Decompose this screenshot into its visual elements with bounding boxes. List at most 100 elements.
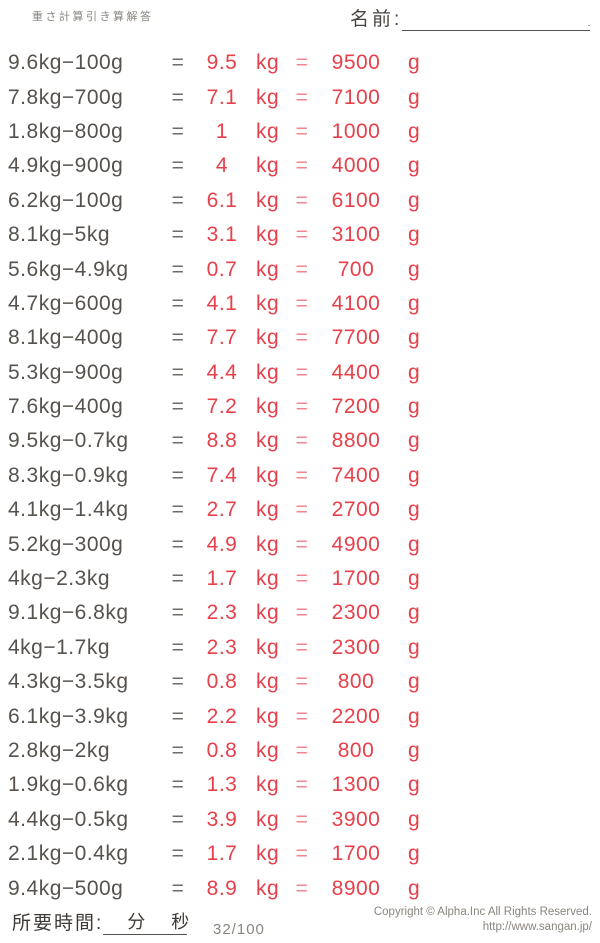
answer-kg-value: 2.7 xyxy=(206,498,238,522)
equals-sign-red: = xyxy=(295,360,309,384)
equals-sign-red: = xyxy=(295,463,309,487)
answer-g-value: 4000 xyxy=(331,154,381,178)
answer-kg-value: 7.1 xyxy=(206,85,238,109)
problem-row: 7.8kg−700g = 7.1 kg = 7100 g xyxy=(0,80,600,114)
equals-sign: = xyxy=(171,842,185,866)
kg-unit-label: kg xyxy=(256,51,280,75)
answer-kg-value: 9.5 xyxy=(206,51,238,75)
equals-sign-red: = xyxy=(295,395,309,419)
answer-g-value: 7400 xyxy=(331,463,381,487)
problem-expression: 2.1kg−0.4kg xyxy=(8,842,129,866)
problem-row: 4kg−1.7kg = 2.3 kg = 2300 g xyxy=(0,631,600,665)
answer-g-value: 7100 xyxy=(331,85,381,109)
problem-row: 4.1kg−1.4kg = 2.7 kg = 2700 g xyxy=(0,493,600,527)
g-unit-label: g xyxy=(408,807,421,831)
answer-g-value: 1700 xyxy=(331,567,381,591)
answer-g-value: 7200 xyxy=(331,395,381,419)
g-unit-label: g xyxy=(408,635,421,659)
equals-sign: = xyxy=(171,257,185,281)
g-unit-label: g xyxy=(408,498,421,522)
problem-row: 4.9kg−900g = 4 kg = 4000 g xyxy=(0,149,600,183)
problem-row: 8.1kg−5kg = 3.1 kg = 3100 g xyxy=(0,218,600,252)
answer-g-value: 4900 xyxy=(331,532,381,556)
problem-expression: 6.2kg−100g xyxy=(8,188,124,212)
kg-unit-label: kg xyxy=(256,876,280,900)
answer-kg-value: 4.4 xyxy=(206,360,238,384)
equals-sign: = xyxy=(171,670,185,694)
answer-g-value: 6100 xyxy=(331,188,381,212)
minutes-label: 分 xyxy=(127,912,146,932)
kg-unit-label: kg xyxy=(256,670,280,694)
answer-kg-value: 0.8 xyxy=(206,739,238,762)
time-required-area: 所要時間: 分 秒 xyxy=(12,908,190,935)
equals-sign: = xyxy=(171,360,185,384)
g-unit-label: g xyxy=(408,739,421,762)
answer-kg-value: 2.2 xyxy=(206,704,238,728)
equals-sign: = xyxy=(171,532,185,556)
g-unit-label: g xyxy=(408,85,421,109)
answer-g-value: 3900 xyxy=(331,807,381,831)
problem-row: 4kg−2.3kg = 1.7 kg = 1700 g xyxy=(0,562,600,596)
problem-row: 2.8kg−2kg = 0.8 kg = 800 g xyxy=(0,734,600,768)
problem-row: 8.1kg−400g = 7.7 kg = 7700 g xyxy=(0,321,600,355)
answer-g-value: 4100 xyxy=(331,291,381,315)
problem-expression: 6.1kg−3.9kg xyxy=(8,704,129,728)
kg-unit-label: kg xyxy=(256,739,280,762)
answer-g-value: 800 xyxy=(337,670,375,694)
problem-row: 9.5kg−0.7kg = 8.8 kg = 8800 g xyxy=(0,424,600,458)
equals-sign-red: = xyxy=(295,773,309,797)
time-fill-in-line: 分 秒 xyxy=(103,910,190,935)
answer-g-value: 1700 xyxy=(331,842,381,866)
kg-unit-label: kg xyxy=(256,567,280,591)
g-unit-label: g xyxy=(408,704,421,728)
kg-unit-label: kg xyxy=(256,498,280,522)
problem-expression: 4.1kg−1.4kg xyxy=(8,498,129,522)
seconds-label: 秒 xyxy=(171,912,190,932)
answer-kg-value: 4.9 xyxy=(206,532,238,556)
answer-kg-value: 7.4 xyxy=(206,463,238,487)
kg-unit-label: kg xyxy=(256,532,280,556)
copyright-url: http://www.sangan.jp/ xyxy=(482,921,592,933)
problem-row: 1.8kg−800g = 1 kg = 1000 g xyxy=(0,115,600,149)
equals-sign: = xyxy=(171,463,185,487)
equals-sign: = xyxy=(171,807,185,831)
answer-kg-value: 3.9 xyxy=(206,807,238,831)
answer-kg-value: 8.8 xyxy=(206,429,238,453)
kg-unit-label: kg xyxy=(256,326,280,350)
g-unit-label: g xyxy=(408,188,421,212)
g-unit-label: g xyxy=(408,773,421,797)
problem-row: 9.6kg−100g = 9.5 kg = 9500 g xyxy=(0,46,600,80)
answer-kg-value: 1.7 xyxy=(206,842,238,866)
equals-sign: = xyxy=(171,85,185,109)
answer-g-value: 8800 xyxy=(331,429,381,453)
equals-sign: = xyxy=(171,395,185,419)
problem-row: 5.6kg−4.9kg = 0.7 kg = 700 g xyxy=(0,252,600,286)
answer-g-value: 2200 xyxy=(331,704,381,728)
equals-sign-red: = xyxy=(295,119,309,143)
equals-sign-red: = xyxy=(295,154,309,178)
answer-g-value: 800 xyxy=(337,739,375,762)
answer-g-value: 3100 xyxy=(331,223,381,247)
answer-kg-value: 1 xyxy=(215,119,229,143)
kg-unit-label: kg xyxy=(256,635,280,659)
equals-sign: = xyxy=(171,498,185,522)
g-unit-label: g xyxy=(408,876,421,900)
answer-kg-value: 0.8 xyxy=(206,670,238,694)
problem-expression: 4.4kg−0.5kg xyxy=(8,807,129,831)
kg-unit-label: kg xyxy=(256,773,280,797)
answer-g-value: 2300 xyxy=(331,635,381,659)
problem-row: 6.1kg−3.9kg = 2.2 kg = 2200 g xyxy=(0,699,600,733)
kg-unit-label: kg xyxy=(256,807,280,831)
answer-kg-value: 0.7 xyxy=(206,257,238,281)
problem-row: 8.3kg−0.9kg = 7.4 kg = 7400 g xyxy=(0,459,600,493)
copyright-text: Copyright © Alpha.Inc All Rights Reserve… xyxy=(373,906,592,918)
g-unit-label: g xyxy=(408,326,421,350)
page-score: 32/100 xyxy=(213,921,265,938)
problem-expression: 9.1kg−6.8kg xyxy=(8,601,129,625)
equals-sign: = xyxy=(171,567,185,591)
problem-expression: 4.3kg−3.5kg xyxy=(8,670,129,694)
equals-sign: = xyxy=(171,223,185,247)
problem-row: 4.4kg−0.5kg = 3.9 kg = 3900 g xyxy=(0,803,600,837)
answer-g-value: 9500 xyxy=(331,51,381,75)
